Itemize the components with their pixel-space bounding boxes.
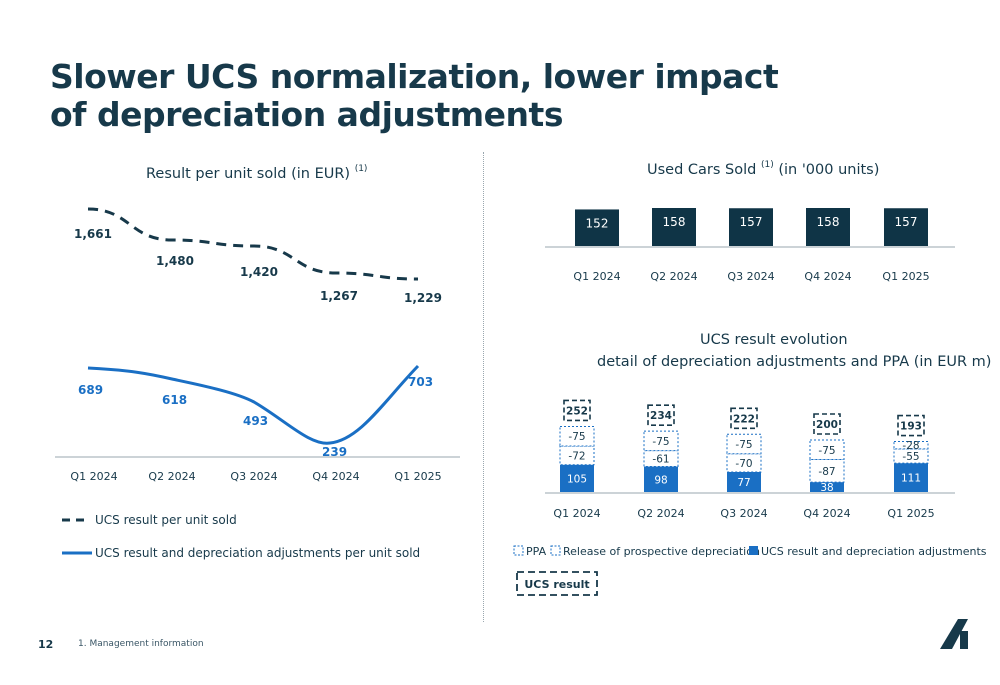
- solid-series-label: 689: [78, 383, 103, 397]
- line-chart-x-tick: Q2 2024: [148, 470, 195, 483]
- ucs-main-segment-label: 38: [820, 482, 833, 494]
- cars-sold-title-text: Used Cars Sold: [647, 162, 757, 178]
- ucs-total-label: 200: [816, 419, 838, 431]
- legend-release-label: Release of prospective depreciation: [563, 545, 760, 558]
- ucs-ppa-segment: [809, 439, 845, 460]
- ucs-release-segment-label: -55: [902, 451, 919, 463]
- ucs-main-segment-label: 111: [901, 473, 921, 485]
- ucs-total-label: 193: [900, 421, 922, 433]
- ucs-release-segment-label: -87: [818, 466, 835, 478]
- solid-series-label: 493: [243, 414, 268, 428]
- cars-chart-x-tick: Q1 2024: [573, 270, 620, 283]
- ucs-total-box: [647, 404, 675, 426]
- solid-series-label: 703: [408, 375, 433, 389]
- legend-main-label: UCS result and depreciation adjustments: [761, 545, 987, 558]
- ucs-ppa-segment-label: -75: [568, 431, 585, 443]
- ucs-ppa-segment-label: -75: [735, 439, 752, 451]
- solid-series-label: 239: [322, 445, 347, 459]
- legend-main-swatch: [749, 546, 758, 555]
- ucs-release-segment-label: -61: [652, 454, 669, 466]
- ucs-main-segment: [727, 471, 761, 492]
- ucs-main-segment-label: 105: [567, 473, 587, 485]
- ucs-total-label: 222: [733, 413, 755, 425]
- cars-sold-bar: [729, 208, 773, 246]
- dashed-series-label: 1,661: [74, 227, 112, 241]
- ucs-ppa-segment-label: -75: [652, 436, 669, 448]
- legend-ppa-label: PPA: [526, 545, 547, 558]
- cars-sold-bar: [575, 209, 619, 246]
- ucs-main-segment-label: 77: [737, 477, 750, 489]
- cars-sold-title: Used Cars Sold (1) (in '000 units): [647, 160, 880, 178]
- legend-release-swatch: [550, 545, 561, 556]
- cars-sold-bar-label: 158: [817, 215, 840, 229]
- line-chart-x-tick: Q4 2024: [312, 470, 359, 483]
- cars-sold-bar: [652, 208, 696, 246]
- ucs-chart-x-tick: Q2 2024: [637, 507, 684, 520]
- ucs-ppa-segment: [643, 430, 679, 452]
- ucs-main-segment: [894, 463, 928, 492]
- series-ucs-result-per-unit-line: [87, 207, 419, 281]
- dashed-series-label: 1,267: [320, 289, 358, 303]
- ucs-release-segment-label: -72: [568, 450, 585, 462]
- line-chart-x-tick: Q1 2024: [70, 470, 117, 483]
- cars-sold-bar: [884, 208, 928, 246]
- ucs-evolution-title-line2: detail of depreciation adjustments and P…: [597, 354, 992, 370]
- cars-sold-bar-label: 158: [663, 215, 686, 229]
- cars-chart-x-tick: Q4 2024: [804, 270, 851, 283]
- ucs-chart-x-tick: Q1 2025: [887, 507, 934, 520]
- legend-ppa-swatch: [513, 545, 524, 556]
- ucs-main-segment: [560, 464, 594, 492]
- ucs-release-segment-label: -70: [735, 458, 752, 470]
- series-ucs-result-depreciation-line: [87, 364, 420, 445]
- solid-series-label: 618: [162, 393, 187, 407]
- cars-sold-bar-label: 157: [895, 215, 918, 229]
- ucs-main-segment-label: 98: [654, 474, 667, 486]
- ucs-ppa-segment-label: -75: [818, 445, 835, 457]
- ucs-main-segment: [810, 482, 844, 492]
- dashed-series-label: 1,420: [240, 265, 278, 279]
- dashed-series-label: 1,480: [156, 254, 194, 268]
- cars-sold-bar: [806, 208, 850, 246]
- cars-chart-x-tick: Q2 2024: [650, 270, 697, 283]
- cars-sold-title-suffix: (in '000 units): [778, 162, 880, 178]
- ucs-chart-x-tick: Q1 2024: [553, 507, 600, 520]
- cars-sold-bar-label: 157: [740, 215, 763, 229]
- cars-sold-bar-label: 152: [586, 216, 609, 230]
- left-chart-title-sup: (1): [354, 164, 368, 174]
- ucs-total-box: [563, 399, 591, 422]
- ucs-total-label: 252: [566, 405, 588, 417]
- footnote: 1. Management information: [78, 639, 204, 649]
- dashed-series-label: 1,229: [404, 291, 442, 305]
- ucs-total-label: 234: [650, 410, 672, 422]
- legend-total-label: UCS result: [524, 578, 589, 591]
- left-chart-title: Result per unit sold (in EUR) (1): [146, 164, 368, 182]
- legend-dashed-label: UCS result per unit sold: [95, 513, 237, 527]
- page-title: Slower UCS normalization, lower impact o…: [50, 57, 779, 134]
- ucs-total-box: [897, 414, 925, 437]
- legend-total-swatch: [516, 571, 598, 596]
- ucs-evolution-title-line1: UCS result evolution: [700, 332, 848, 348]
- panel-divider: [483, 152, 484, 622]
- ucs-ppa-segment: [726, 433, 762, 455]
- left-chart-title-text: Result per unit sold (in EUR): [146, 166, 351, 182]
- ucs-main-segment: [644, 466, 678, 492]
- line-chart-x-tick: Q1 2025: [394, 470, 441, 483]
- ucs-total-box: [813, 413, 841, 435]
- ucs-ppa-segment-label: -28: [902, 440, 919, 452]
- cars-chart-x-tick: Q3 2024: [727, 270, 774, 283]
- line-chart-x-tick: Q3 2024: [230, 470, 277, 483]
- ucs-ppa-segment: [893, 441, 929, 450]
- legend-solid-label: UCS result and depreciation adjustments …: [95, 546, 420, 560]
- cars-chart-x-tick: Q1 2025: [882, 270, 929, 283]
- ucs-chart-x-tick: Q4 2024: [803, 507, 850, 520]
- ucs-total-box: [730, 407, 758, 430]
- ucs-ppa-segment: [559, 425, 595, 447]
- cars-sold-title-sup: (1): [760, 160, 774, 170]
- ucs-chart-x-tick: Q3 2024: [720, 507, 767, 520]
- company-logo: [940, 619, 968, 649]
- page-number: 12: [38, 638, 54, 651]
